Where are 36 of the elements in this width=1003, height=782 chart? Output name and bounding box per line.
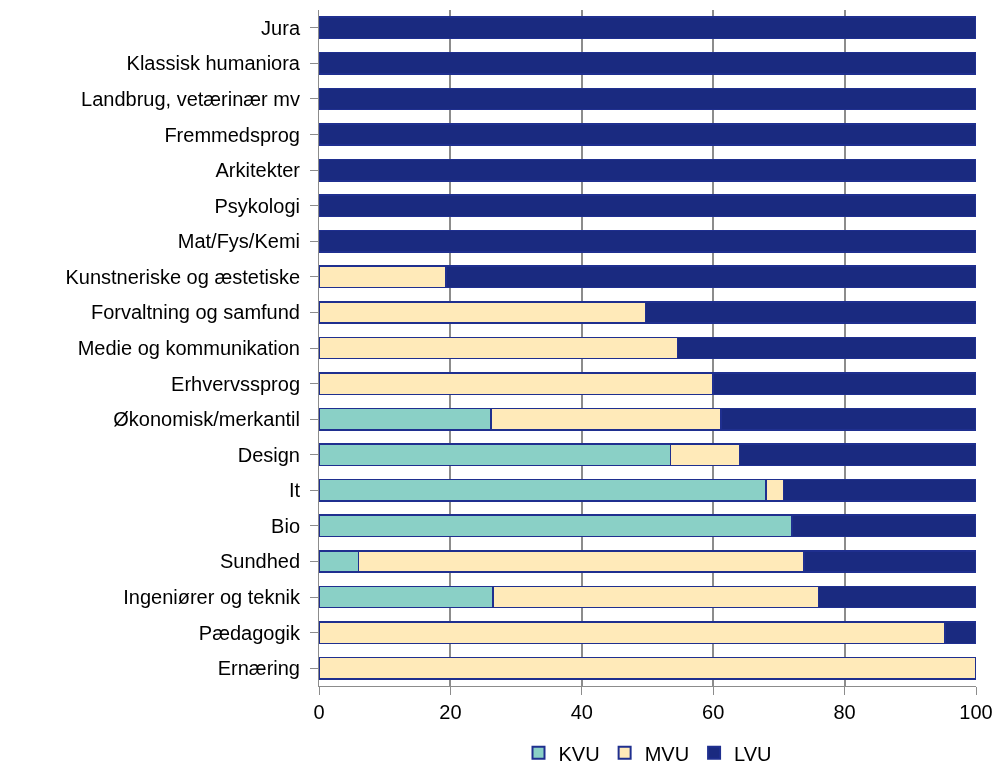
y-tick-label: Bio [271, 514, 300, 537]
y-tick-label: Økonomisk/merkantil [113, 408, 300, 431]
y-tick-label: Design [237, 443, 300, 466]
x-tick-label: 80 [833, 701, 856, 723]
legend-label: LVU [734, 742, 772, 765]
y-tick-label: Jura [261, 16, 301, 39]
bar [319, 158, 976, 182]
x-tick-label: 60 [702, 701, 725, 723]
bar [319, 229, 976, 253]
y-tick-label: Kunstneriske og æstetiske [65, 265, 300, 288]
y-tick-label: Medie og kommunikation [77, 337, 300, 359]
x-tick-label: 40 [570, 701, 593, 723]
y-tick-label: Forvaltning og samfund [90, 301, 300, 324]
y-tick-label: Sundhed [219, 550, 300, 573]
y-tick-label: Ingeniører og teknik [123, 586, 301, 609]
y-tick-label: Fremmedsprog [164, 123, 300, 146]
y-tick-label: Mat/Fys/Kemi [177, 230, 300, 253]
x-tick-label: 20 [439, 701, 462, 723]
bar [319, 123, 976, 146]
bar [319, 51, 976, 75]
bar [319, 194, 976, 218]
bar [319, 656, 976, 680]
bar [319, 16, 976, 40]
y-tick-label: It [288, 479, 301, 502]
bar [319, 87, 976, 111]
y-tick-label: Ernæring [217, 657, 300, 680]
y-tick-label: Psykologi [214, 194, 300, 217]
y-tick-label: Pædagogik [198, 621, 301, 644]
y-tick-label: Klassisk humaniora [126, 52, 301, 75]
x-tick-label: 100 [959, 701, 993, 723]
x-tick-label: 0 [313, 701, 325, 723]
legend-label: MVU [644, 742, 690, 765]
y-tick-label: Erhvervssprog [171, 372, 300, 395]
y-tick-label: Landbrug, vetærinær mv [81, 87, 300, 110]
y-tick-label: Arkitekter [215, 159, 301, 182]
legend-label: KVU [558, 742, 600, 765]
